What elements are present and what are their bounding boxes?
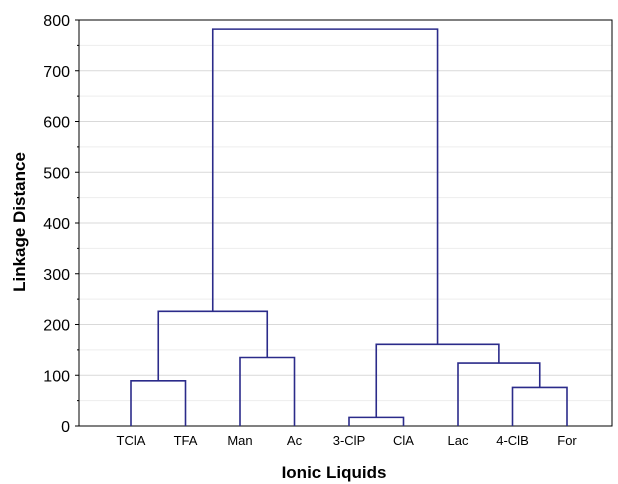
- gridlines: [79, 19, 612, 402]
- leaf-label: Ac: [287, 433, 303, 448]
- y-tick-label: 800: [43, 13, 70, 30]
- leaf-label: For: [557, 433, 577, 448]
- dendrogram-link: [375, 343, 500, 418]
- y-axis-ticks: 0 100 200 300 400 500 600 700 800: [43, 13, 79, 436]
- leaf-label: TClA: [117, 433, 146, 448]
- x-axis-title: Ionic Liquids: [282, 463, 387, 482]
- y-tick-label: 200: [43, 318, 70, 335]
- y-axis-title: Linkage Distance: [10, 152, 29, 292]
- leaf-label: ClA: [393, 433, 414, 448]
- dendrogram-link: [239, 356, 296, 426]
- dendrogram-link: [348, 416, 405, 426]
- dendrogram-link: [457, 362, 541, 426]
- leaf-label: TFA: [174, 433, 198, 448]
- dendrogram-link: [130, 380, 187, 426]
- y-tick-label: 600: [43, 115, 70, 132]
- x-axis-leaf-labels: TClA TFA Man Ac 3-ClP ClA Lac 4-ClB For: [117, 433, 578, 448]
- leaf-label: 3-ClP: [333, 433, 366, 448]
- leaf-label: Lac: [448, 433, 469, 448]
- dendrogram-links: [130, 28, 568, 426]
- leaf-label: Man: [227, 433, 252, 448]
- y-tick-label: 400: [43, 216, 70, 233]
- dendrogram-link: [157, 310, 269, 381]
- dendrogram-link: [511, 386, 568, 426]
- y-tick-label: 300: [43, 267, 70, 284]
- y-tick-label: 0: [61, 419, 70, 436]
- y-tick-label: 700: [43, 64, 70, 81]
- y-tick-label: 500: [43, 165, 70, 182]
- dendrogram-link: [211, 28, 439, 345]
- y-tick-label: 100: [43, 368, 70, 385]
- leaf-label: 4-ClB: [496, 433, 529, 448]
